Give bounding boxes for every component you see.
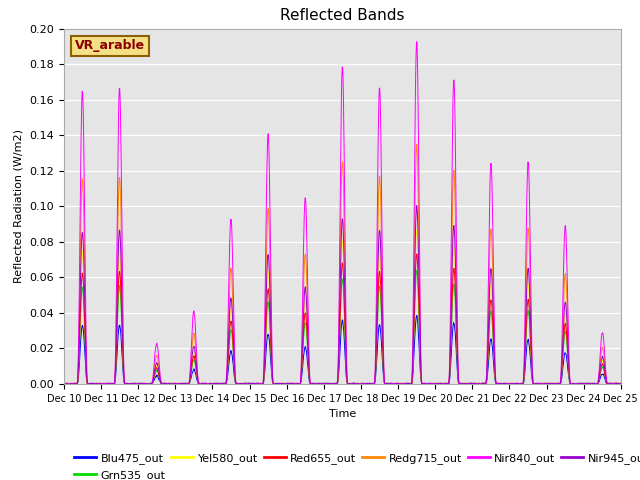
X-axis label: Time: Time bbox=[329, 409, 356, 419]
Y-axis label: Reflected Radiation (W/m2): Reflected Radiation (W/m2) bbox=[14, 130, 24, 283]
Text: VR_arable: VR_arable bbox=[75, 39, 145, 52]
Legend: Blu475_out, Grn535_out, Yel580_out, Red655_out, Redg715_out, Nir840_out, Nir945_: Blu475_out, Grn535_out, Yel580_out, Red6… bbox=[70, 449, 640, 480]
Title: Reflected Bands: Reflected Bands bbox=[280, 9, 404, 24]
